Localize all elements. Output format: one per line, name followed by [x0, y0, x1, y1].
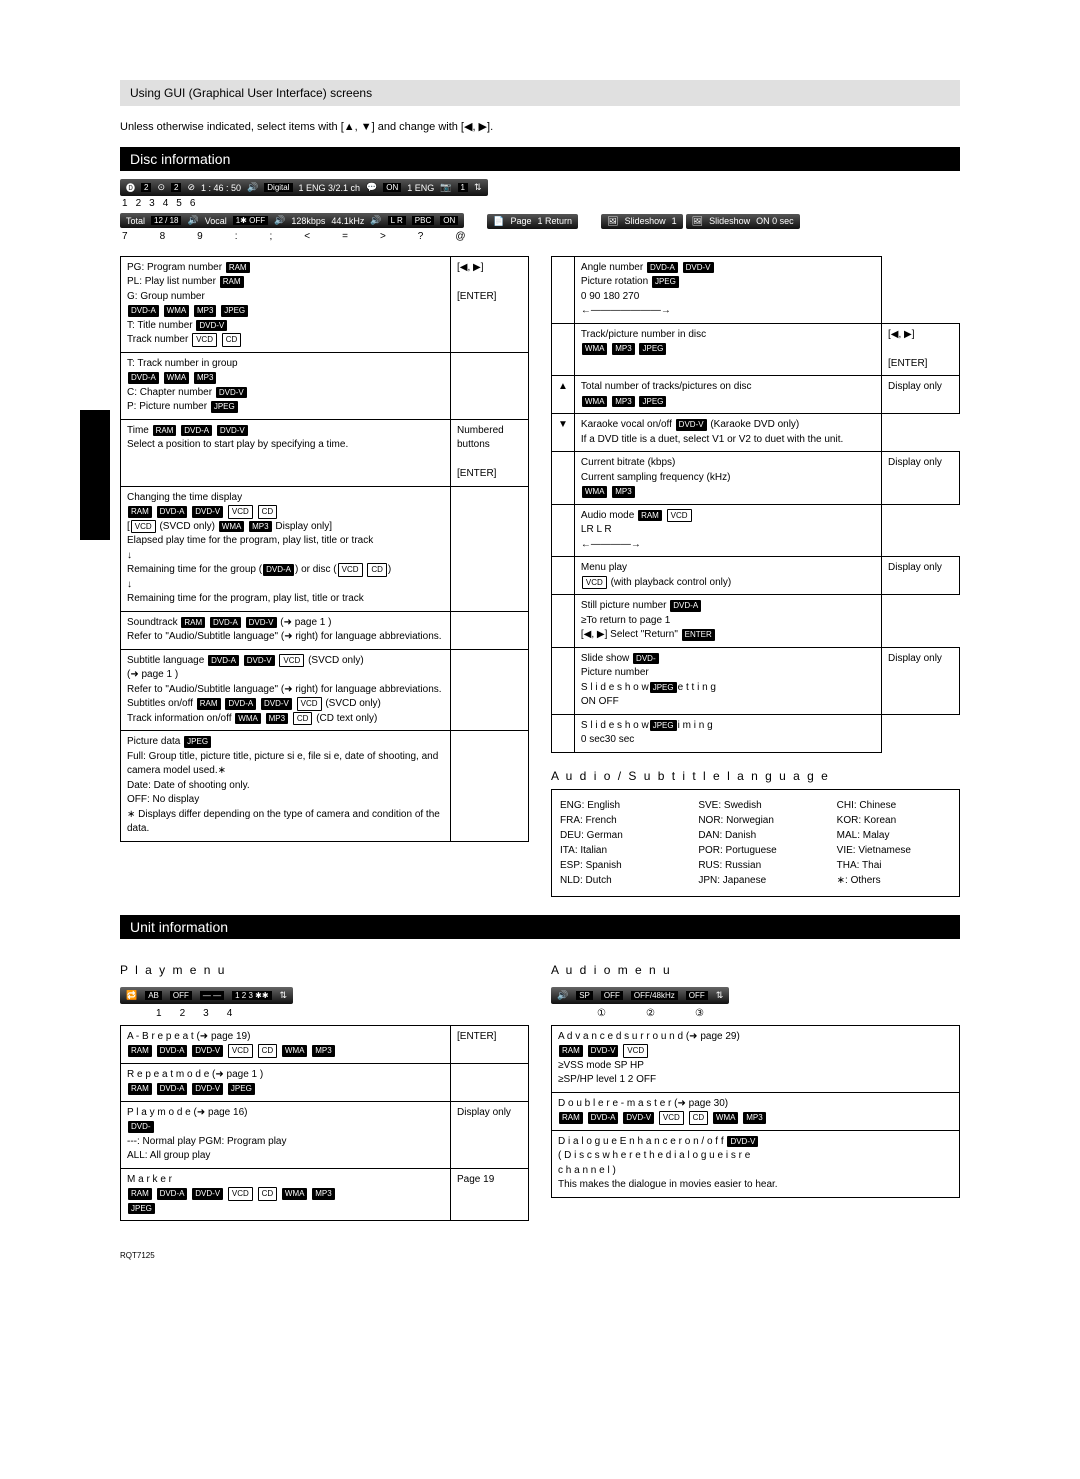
cell-action: Display only [882, 557, 960, 595]
cell-action: Display only [882, 452, 960, 505]
cell-content: Audio mode RAM VCDLR L R←――――→ [574, 504, 881, 557]
cell-content: Still picture number DVD-A≥To return to … [574, 595, 881, 648]
cell-content: D o u b l e r e - m a s t e r (➜ page 30… [552, 1092, 960, 1130]
disc-right-table: Angle number DVD-A DVD-VPicture rotation… [551, 256, 960, 753]
cell-action: [◀, ▶][ENTER] [882, 323, 960, 376]
cell-content: Current bitrate (kbps)Current sampling f… [574, 452, 881, 505]
audio-menu-strip: 🔊SPOFFOFF/48kHzOFF⇅ [551, 987, 729, 1004]
cell-content: Karaoke vocal on/off DVD-V (Karaoke DVD … [574, 414, 881, 452]
cell-content: Time RAM DVD-A DVD-VSelect a position to… [121, 419, 451, 486]
sidebar-label: Disc operations [78, 418, 93, 508]
cell-content: D i a l o g u e E n h a n c e r o n / o … [552, 1130, 960, 1197]
cell-content: P l a y m o d e (➜ page 16)DVD----: Norm… [121, 1101, 451, 1168]
intro-text: Unless otherwise indicated, select items… [120, 120, 960, 133]
audio-menu-table: A d v a n c e d s u r r o u n d (➜ page … [551, 1025, 960, 1198]
disc-left-table: PG: Program number RAMPL: Play list numb… [120, 256, 529, 842]
cell-content: T: Track number in group DVD-A WMA MP3C:… [121, 352, 451, 419]
cell-content: Angle number DVD-A DVD-VPicture rotation… [574, 256, 881, 323]
cell-content: S l i d e s h o wJPEGi m i n g0 sec30 se… [574, 714, 881, 752]
cell-content: R e p e a t m o d e (➜ page 1 )RAM DVD-A… [121, 1063, 451, 1101]
footer-code: RQT7125 [120, 1251, 960, 1260]
cell-content: Slide show DVD-Picture numberS l i d e s… [574, 647, 881, 714]
cell-action: [◀, ▶][ENTER] [451, 256, 529, 352]
cell-content: Soundtrack RAM DVD-A DVD-V (➜ page 1 )Re… [121, 611, 451, 649]
cell-action: Display only [451, 1101, 529, 1168]
lang-title: A u d i o / S u b t i t l e l a n g u a … [551, 769, 960, 783]
display-strip-1: 🅓2 ⊙2 ⊘1 : 46 : 50 🔊Digital1 ENG 3/2.1 c… [120, 179, 960, 209]
cell-content: M a r k e rRAM DVD-A DVD-V VCD CD WMA MP… [121, 1168, 451, 1221]
page-header: Using GUI (Graphical User Interface) scr… [120, 80, 960, 106]
play-menu-table: A - B r e p e a t (➜ page 19)RAM DVD-A D… [120, 1025, 529, 1222]
play-menu-title: P l a y m e n u [120, 963, 529, 977]
cell-action [451, 1063, 529, 1101]
lang-box: ENG: EnglishFRA: FrenchDEU: GermanITA: I… [551, 789, 960, 897]
disc-info-title: Disc information [120, 147, 960, 171]
cell-action: [ENTER] [451, 1025, 529, 1063]
display-strip-2: Total12 / 18 🔊Vocal1✱ OFF 🔊128kbps44.1kH… [120, 213, 960, 242]
unit-info-title: Unit information [120, 915, 960, 939]
cell-action: Numbered buttons[ENTER] [451, 419, 529, 486]
cell-content: Picture data JPEGFull: Group title, pict… [121, 731, 451, 842]
cell-content: A d v a n c e d s u r r o u n d (➜ page … [552, 1025, 960, 1092]
audio-menu-title: A u d i o m e n u [551, 963, 960, 977]
cell-content: Changing the time displayRAM DVD-A DVD-V… [121, 486, 451, 611]
cell-action: Page 19 [451, 1168, 529, 1221]
play-menu-strip: 🔁ABOFF— —1 2 3 ✱✱⇅ [120, 987, 293, 1004]
cell-content: Total number of tracks/pictures on discW… [574, 376, 881, 414]
cell-content: PG: Program number RAMPL: Play list numb… [121, 256, 451, 352]
cell-content: A - B r e p e a t (➜ page 19)RAM DVD-A D… [121, 1025, 451, 1063]
cell-action: Display only [882, 647, 960, 714]
cell-content: Subtitle language DVD-A DVD-V VCD (SVCD … [121, 649, 451, 731]
cell-action: Display only [882, 376, 960, 414]
cell-content: Track/picture number in discWMA MP3 JPEG [574, 323, 881, 376]
cell-content: Menu playVCD (with playback control only… [574, 557, 881, 595]
